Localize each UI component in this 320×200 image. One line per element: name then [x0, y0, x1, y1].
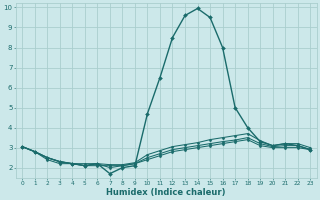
- X-axis label: Humidex (Indice chaleur): Humidex (Indice chaleur): [107, 188, 226, 197]
